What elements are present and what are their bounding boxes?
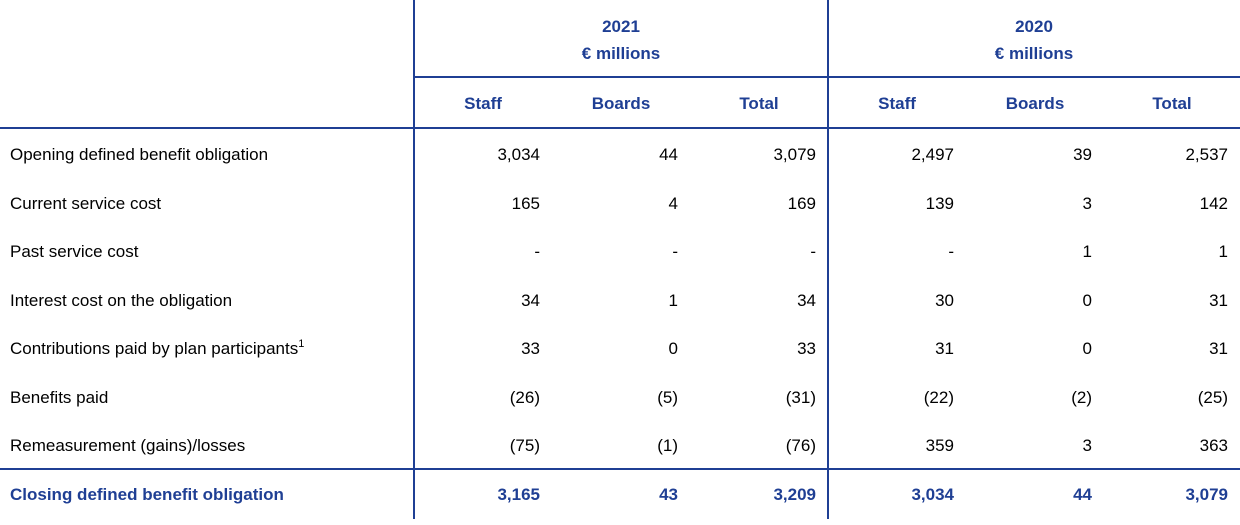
cell: 3 [1082,193,1092,213]
cell: 1 [1218,242,1228,261]
cell: 359 [925,436,954,455]
cell: (25) [1197,387,1228,407]
row-label: Remeasurement (gains)/losses [10,436,246,455]
rule [0,468,1240,470]
cell: 34 [797,290,816,310]
cell: (75) [509,436,540,455]
column-header: Boards [1005,94,1065,113]
cell: - [672,242,678,261]
column-header: Staff [878,94,916,113]
cell: 2,497 [911,145,954,164]
cell: 4 [668,193,678,213]
cell: 3,209 [773,485,816,504]
cell: 169 [787,193,816,213]
cell: 44 [659,145,678,164]
column-header: Boards [591,94,651,113]
group-year: 2020 [1015,17,1053,36]
group-year: 2021 [602,17,640,36]
cell: 0 [1082,290,1092,310]
row-label: Closing defined benefit obligation [10,485,284,504]
group-unit: € millions [581,44,661,63]
cell: - [810,242,816,261]
footnote-mark: 1 [298,338,305,350]
cell: (76) [785,436,816,455]
group-unit: € millions [994,44,1074,63]
cell: - [534,242,540,261]
cell: 31 [1209,339,1228,358]
cell: 33 [521,339,540,358]
cell: (22) [923,387,954,407]
cell: 0 [1082,339,1092,358]
cell: (26) [509,387,540,407]
cell: 3,034 [497,145,540,164]
cell: 139 [925,193,954,213]
cell: 43 [659,485,678,504]
row-label: Interest cost on the obligation [10,290,233,310]
cell: 31 [1209,290,1228,310]
cell: 0 [668,339,678,358]
cell: 3,034 [911,485,954,504]
rule [0,127,1240,129]
row-label: Past service cost [10,242,139,261]
rule [827,0,829,519]
cell: 165 [511,193,540,213]
row-label: Contributions paid by plan participants1 [10,338,305,358]
rule [414,76,1240,78]
cell: 3,079 [1185,485,1228,504]
cell: 34 [521,290,540,310]
cell: (5) [657,387,678,407]
row-label: Benefits paid [10,387,109,407]
row-label: Current service cost [10,193,162,213]
cell: 33 [797,339,816,358]
cell: 39 [1073,145,1092,164]
cell: 1 [668,290,678,310]
column-header: Total [739,94,779,113]
cell: 1 [1082,242,1092,261]
cell: 2,537 [1185,145,1228,164]
cell: 30 [935,290,954,310]
cell: 142 [1199,193,1228,213]
cell: (31) [785,387,816,407]
rule [413,0,415,519]
column-header: Staff [464,94,502,113]
cell: (2) [1071,387,1092,407]
cell: (1) [657,436,678,455]
cell: 3,079 [773,145,816,164]
column-header: Total [1152,94,1192,113]
cell: 363 [1199,436,1228,455]
cell: - [948,242,954,261]
cell: 3 [1082,436,1092,455]
cell: 31 [935,339,954,358]
cell: 3,165 [497,485,540,504]
cell: 44 [1073,485,1092,504]
row-label: Opening defined benefit obligation [10,145,269,164]
